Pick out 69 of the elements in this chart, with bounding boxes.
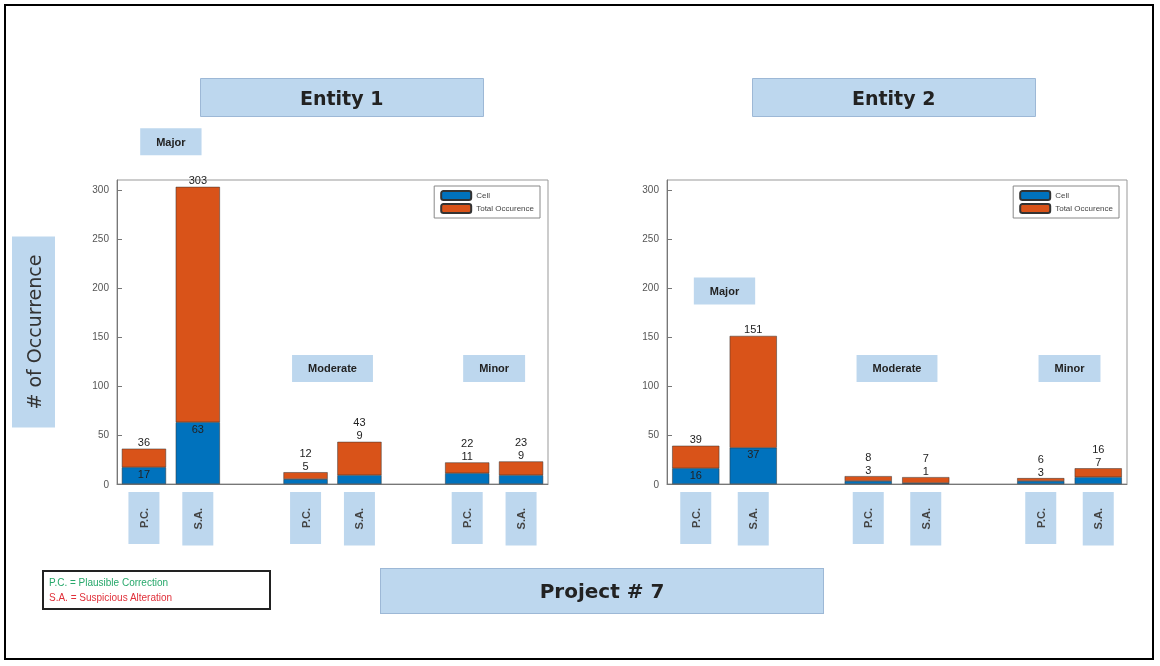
bar bbox=[283, 472, 328, 480]
x-tick-label: S.A. bbox=[919, 508, 932, 530]
data-label: 5 bbox=[302, 459, 309, 472]
bar bbox=[902, 477, 950, 484]
data-label: 11 bbox=[461, 449, 473, 462]
x-tick-label: S.A. bbox=[191, 508, 204, 530]
y-tick-label: 100 bbox=[642, 380, 660, 392]
y-tick-label: 0 bbox=[103, 478, 110, 490]
data-label: 1 bbox=[922, 464, 929, 477]
total-label: 16 bbox=[1092, 442, 1105, 455]
total-label: 22 bbox=[461, 436, 474, 449]
data-label: 16 bbox=[689, 468, 702, 481]
y-tick-label: 200 bbox=[92, 282, 110, 294]
chart-title: Entity 1 bbox=[300, 86, 384, 109]
total-label: 151 bbox=[744, 323, 763, 336]
data-label: 3 bbox=[1037, 465, 1044, 478]
x-tick-label: S.A. bbox=[353, 508, 366, 530]
annotation: Minor bbox=[1054, 362, 1086, 375]
y-tick-label: 50 bbox=[97, 429, 110, 441]
total-label: 43 bbox=[353, 416, 366, 429]
x-tick-label: S.A. bbox=[515, 508, 528, 530]
data-label: 9 bbox=[356, 429, 363, 442]
total-label: 8 bbox=[865, 450, 872, 463]
data-label: 3 bbox=[865, 463, 872, 476]
x-tick-label: P.C. bbox=[862, 508, 875, 528]
total-label: 7 bbox=[922, 451, 929, 464]
total-label: 36 bbox=[137, 436, 151, 449]
x-tick-label: S.A. bbox=[1092, 508, 1105, 530]
annotation: Moderate bbox=[308, 362, 357, 375]
legend-label: Cell bbox=[1055, 191, 1070, 200]
x-tick-label: P.C. bbox=[1034, 508, 1047, 528]
annotation: Minor bbox=[479, 362, 510, 375]
text: Major bbox=[156, 135, 187, 148]
data-label: 7 bbox=[1095, 455, 1102, 468]
total-label: 303 bbox=[188, 174, 207, 187]
y-tick-label: 100 bbox=[92, 380, 110, 392]
legend-label: Total Occurence bbox=[1055, 204, 1114, 213]
text: P.C. = Plausible Correction bbox=[49, 576, 170, 590]
x-tick-label: S.A. bbox=[747, 508, 760, 530]
x-tick-label: P.C. bbox=[299, 508, 312, 528]
legend-label: Cell bbox=[476, 191, 491, 200]
x-tick-label: P.C. bbox=[689, 508, 702, 528]
total-label: 23 bbox=[514, 435, 528, 448]
x-tick-label: P.C. bbox=[137, 508, 150, 528]
annotation: Major bbox=[709, 284, 740, 297]
y-tick-label: 150 bbox=[642, 331, 660, 343]
x-tick-label: P.C. bbox=[461, 508, 474, 528]
y-tick-label: 300 bbox=[642, 184, 660, 196]
total-label: 39 bbox=[689, 433, 702, 446]
y-tick-label: 50 bbox=[647, 429, 660, 441]
data-label: 63 bbox=[191, 422, 204, 435]
text: Project # 7 bbox=[380, 568, 824, 614]
data-label: 9 bbox=[518, 448, 525, 461]
total-label: 6 bbox=[1037, 452, 1044, 465]
chart-title: Entity 2 bbox=[852, 86, 936, 109]
y-tick-label: 300 bbox=[92, 184, 110, 196]
data-label: 37 bbox=[747, 448, 760, 461]
legend-label: Total Occurence bbox=[476, 204, 535, 213]
y-tick-label: 0 bbox=[653, 478, 660, 490]
y-tick-label: 200 bbox=[642, 282, 660, 294]
total-label: 12 bbox=[299, 446, 312, 459]
text: S.A. = Suspicious Alteration bbox=[49, 591, 174, 605]
data-label: 17 bbox=[137, 467, 151, 480]
y-axis-title: # of Occurrence bbox=[22, 254, 45, 410]
bar bbox=[844, 476, 892, 482]
y-tick-label: 250 bbox=[92, 233, 110, 245]
y-tick-label: 250 bbox=[642, 233, 660, 245]
y-tick-label: 150 bbox=[92, 331, 110, 343]
annotation: Moderate bbox=[872, 362, 922, 375]
